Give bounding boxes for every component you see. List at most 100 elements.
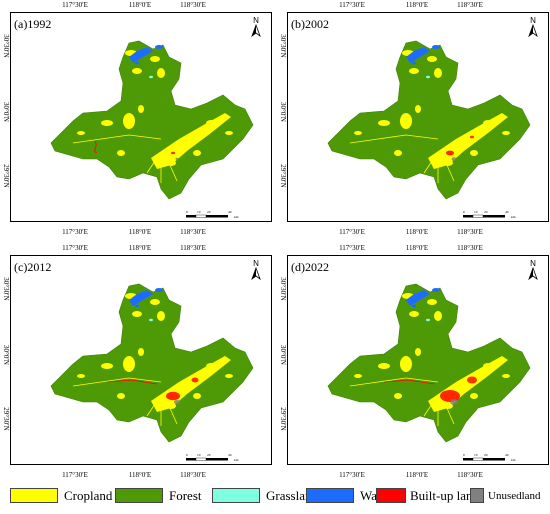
unused-patch <box>451 157 457 161</box>
north-label: N <box>253 16 259 25</box>
svg-text:40: 40 <box>505 453 509 457</box>
cropland-patch <box>132 311 142 317</box>
svg-text:20: 20 <box>484 210 488 214</box>
unused-patch <box>175 157 179 161</box>
study-area <box>50 40 254 200</box>
svg-text:40: 40 <box>228 210 232 214</box>
grassland-patch <box>149 75 153 79</box>
lat-tick: 30°30′N <box>279 34 287 58</box>
built-up-area <box>191 377 199 383</box>
svg-text:0: 0 <box>463 210 465 214</box>
water-body <box>135 61 139 65</box>
north-arrow-icon: N <box>251 16 261 38</box>
lon-tick: 118°0′E <box>128 471 152 479</box>
cropland-patch <box>150 56 160 62</box>
cropland-patch <box>225 131 233 135</box>
lon-tick: 118°30′E <box>180 471 206 479</box>
water-body <box>432 45 440 49</box>
scale-bar: 0 10 20 40 km <box>186 453 239 462</box>
cropland-patch <box>117 150 125 156</box>
lon-tick: 117°30′E <box>62 228 88 236</box>
lon-tick: 117°30′E <box>339 228 365 236</box>
panel-label: (d)2022 <box>291 260 329 274</box>
svg-text:20: 20 <box>207 210 211 214</box>
svg-text:km: km <box>234 215 239 219</box>
legend-label: Forest <box>169 488 202 503</box>
forest-area <box>327 40 531 200</box>
legend-swatch <box>115 488 163 503</box>
cropland-patch <box>193 150 201 156</box>
land-use-map <box>327 40 531 200</box>
north-label: N <box>530 16 536 25</box>
legend-swatch <box>306 488 354 503</box>
lat-tick: 30°30′N <box>2 34 10 58</box>
lat-tick: 30°0′N <box>279 102 287 122</box>
svg-text:10: 10 <box>474 453 478 457</box>
water-body <box>432 288 440 292</box>
lat-tick: 30°0′N <box>2 345 10 365</box>
study-area <box>327 283 531 443</box>
lon-tick: 118°30′E <box>180 244 206 252</box>
built-up-area <box>446 150 454 156</box>
lon-tick: 117°30′E <box>62 471 88 479</box>
map-frame: (a)1992 N 0 10 20 40 km <box>10 12 272 222</box>
svg-text:40: 40 <box>505 210 509 214</box>
map-panel-c: 117°30′E 118°0′E 118°30′E 30°30′N 30°0′N… <box>0 243 272 488</box>
lat-tick: 30°0′N <box>279 345 287 365</box>
water-body <box>406 290 430 306</box>
cropland-basin <box>400 113 412 129</box>
legend-swatch <box>376 488 406 503</box>
forest-area <box>327 283 531 443</box>
built-up-road <box>106 379 158 385</box>
cropland-patch <box>415 105 421 113</box>
lon-tick: 118°30′E <box>180 1 206 9</box>
built-up-road <box>94 140 98 154</box>
cropland-patch <box>378 363 390 369</box>
map-panel-d: 117°30′E 118°0′E 118°30′E 30°30′N 30°0′N… <box>277 243 549 488</box>
legend-label: Built-up land <box>410 488 479 503</box>
cropland-patch <box>470 393 478 399</box>
north-arrow-icon: N <box>528 16 538 38</box>
built-up-area <box>440 390 460 402</box>
lon-tick: 118°30′E <box>457 244 483 252</box>
map-panel-a: 117°30′E 118°0′E 118°30′E 30°30′N 30°0′N… <box>0 0 272 245</box>
cropland-patch <box>150 299 160 305</box>
svg-text:km: km <box>511 215 516 219</box>
north-arrow-icon: N <box>251 259 261 281</box>
cropland-patch <box>77 131 85 135</box>
svg-text:km: km <box>511 458 516 462</box>
north-label: N <box>253 259 259 268</box>
lat-tick: 29°30′N <box>279 407 287 431</box>
cropland-patch <box>117 393 125 399</box>
land-use-map <box>327 283 531 443</box>
water-body <box>155 45 163 49</box>
lon-tick: 118°0′E <box>405 244 429 252</box>
land-use-map <box>50 283 254 443</box>
lat-tick: 29°30′N <box>2 164 10 188</box>
svg-text:0: 0 <box>186 453 188 457</box>
svg-text:0: 0 <box>463 453 465 457</box>
lon-tick: 118°30′E <box>457 228 483 236</box>
cropland-patch <box>470 150 478 156</box>
cropland-patch <box>409 68 419 74</box>
cropland-patch <box>394 150 402 156</box>
cropland-patch <box>138 105 144 113</box>
cropland-patch <box>434 68 442 78</box>
cropland-patch <box>378 120 390 126</box>
cropland-patch <box>132 68 142 74</box>
svg-text:10: 10 <box>197 453 201 457</box>
map-legend: Cropland Forest Grassland Water Built-up… <box>0 482 550 510</box>
cropland-basin <box>400 356 412 372</box>
land-use-map <box>50 40 254 200</box>
legend-label: Grassland <box>266 488 318 503</box>
water-body <box>412 61 416 65</box>
lat-tick: 30°30′N <box>2 277 10 301</box>
map-frame: (c)2012 N 0 10 20 40 km <box>10 255 272 465</box>
water-body <box>406 47 430 63</box>
lon-tick: 117°30′E <box>339 1 365 9</box>
scale-bar: 0 10 20 40 km <box>463 453 516 462</box>
svg-text:km: km <box>234 458 239 462</box>
grassland-patch <box>426 75 430 79</box>
cropland-patch <box>101 363 113 369</box>
lon-tick: 118°0′E <box>405 471 429 479</box>
